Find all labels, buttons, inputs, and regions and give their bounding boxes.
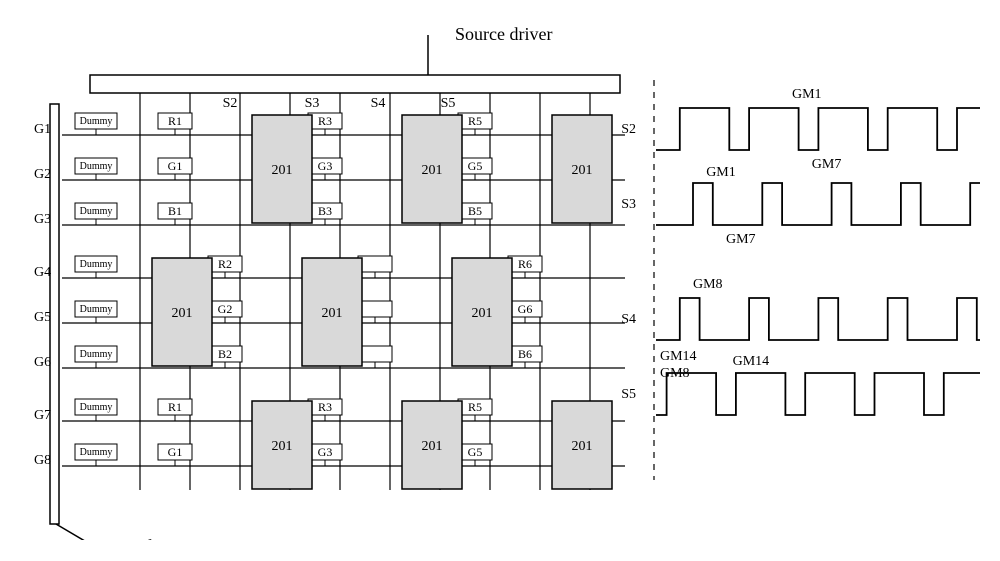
block-201-label: 201 [322,306,343,321]
pixel-cell-label: B2 [218,347,232,361]
pixel-cell-label: R1 [168,114,182,128]
waveform [660,298,980,340]
waveform-annotation: GM7 [726,232,756,247]
source-driver-label: Source driver [455,24,552,44]
gate-row-label: G2 [34,167,51,182]
pixel-cell-label: R3 [318,400,332,414]
gate-row-label: G6 [34,355,51,370]
block-201-label: 201 [272,439,293,454]
pixel-cell-label: G1 [168,159,183,173]
waveform-annotation: GM7 [812,157,842,172]
pixel-cell-label: G5 [468,159,483,173]
pixel-cell-label: B3 [318,204,332,218]
gate-driver-leader [56,524,95,540]
gate-row-label: G5 [34,310,51,325]
pixel-cell-label: G3 [318,445,333,459]
pixel-cell [358,301,392,317]
waveform-row-label: S5 [621,387,636,402]
dummy-cell-label: Dummy [80,259,113,270]
gate-row-label: G1 [34,122,51,137]
dummy-cell-label: Dummy [80,304,113,315]
block-201-label: 201 [572,163,593,178]
waveform-annotation: GM8 [660,366,690,381]
gate-driver-label: Gate driver [105,536,186,540]
dummy-cell-label: Dummy [80,116,113,127]
pixel-cell-label: R1 [168,400,182,414]
block-201-label: 201 [422,439,443,454]
source-col-label: S5 [441,96,456,111]
pixel-cell-label: G1 [168,445,183,459]
block-201-label: 201 [422,163,443,178]
dummy-cell-label: Dummy [80,447,113,458]
block-201-label: 201 [572,439,593,454]
gate-row-label: G4 [34,265,51,280]
dummy-cell-label: Dummy [80,206,113,217]
pixel-cell-label: B6 [518,347,532,361]
block-201-label: 201 [272,163,293,178]
diagram-svg: Source driver Gate driver G1 G2 G3 G4 G5 G6 G7 G8… [20,20,980,540]
block-201-label: 201 [472,306,493,321]
pixel-cell-label: R5 [468,400,482,414]
pixel-cell-label: G3 [318,159,333,173]
source-driver-bar [90,75,620,93]
dummy-cell-label: Dummy [80,349,113,360]
pixel-cell-label: B1 [168,204,182,218]
waveform [660,183,980,225]
pixel-cell [358,346,392,362]
waveform-annotation: GM1 [792,87,822,102]
waveform-row-label: S2 [621,122,636,137]
waveform-annotation: GM8 [693,277,723,292]
waveform-annotation: GM1 [706,165,736,180]
dummy-cell-label: Dummy [80,402,113,413]
gate-row-label: G7 [34,408,51,423]
waveform-annotation: GM14 [660,349,697,364]
pixel-cell-label: R3 [318,114,332,128]
source-col-label: S3 [305,96,320,111]
waveform-row-label: S3 [621,197,636,212]
pixel-cell-label: G5 [468,445,483,459]
pixel-cell-label: R2 [218,257,232,271]
waveform [660,108,980,150]
pixel-cell-label: R6 [518,257,532,271]
pixel-cell-label: G2 [218,302,233,316]
pixel-cell [358,256,392,272]
diagram-container: Source driver Gate driver G1 G2 G3 G4 G5 G6 G7 G8… [20,20,980,540]
waveform [660,373,980,415]
pixel-cell-label: G6 [518,302,533,316]
pixel-cell-label: R5 [468,114,482,128]
pixel-cell-label: B5 [468,204,482,218]
waveform-row-label: S4 [621,312,636,327]
source-col-label: S4 [371,96,386,111]
gate-row-label: G3 [34,212,51,227]
source-col-label: S2 [223,96,238,111]
waveform-annotation: GM14 [733,354,770,369]
block-201-label: 201 [172,306,193,321]
gate-driver-bar [50,104,59,524]
gate-row-label: G8 [34,453,51,468]
dummy-cell-label: Dummy [80,161,113,172]
